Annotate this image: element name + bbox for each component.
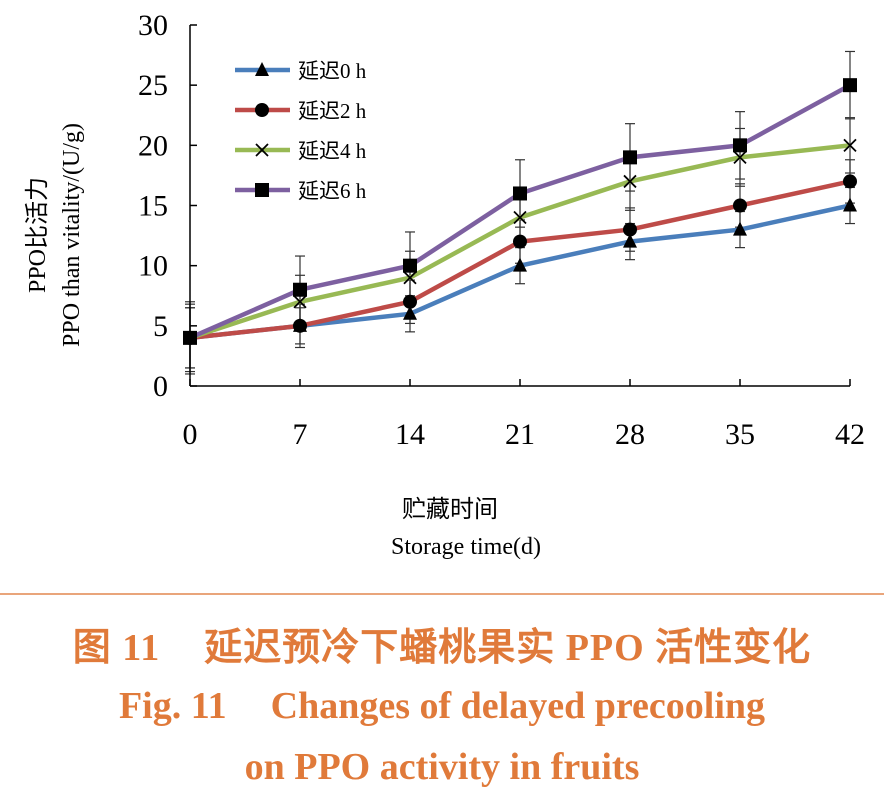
data-point — [623, 233, 637, 248]
data-point — [403, 294, 417, 309]
data-point — [623, 222, 637, 237]
x-tick-label: 28 — [615, 418, 645, 451]
marker-stroke — [293, 295, 307, 309]
marker-stroke — [623, 174, 637, 189]
data-point — [513, 210, 527, 225]
caption-cn-text: 延迟预冷下蟠桃果实 PPO 活性变化 — [204, 627, 812, 669]
legend-label: 延迟0 h — [298, 59, 367, 83]
data-point — [733, 138, 747, 153]
x-tick-label: 14 — [395, 418, 425, 451]
marker-stroke — [513, 210, 527, 225]
caption-cn-label: 图 11 — [72, 627, 161, 669]
data-point — [293, 318, 307, 333]
legend: 延迟0 h 延迟2 h 延迟4 h 延迟6 h — [235, 59, 367, 203]
data-point — [843, 78, 857, 93]
caption-en-line2: on PPO activity in fruits — [0, 745, 884, 789]
data-point — [513, 234, 527, 249]
marker-stroke — [733, 150, 747, 165]
line-chart: 0 5 10 15 20 25 30 0 7 14 21 28 35 42 延迟0 h 延迟2 h 延迟4 h… — [24, 9, 865, 560]
data-point — [623, 150, 637, 165]
y-tick-label: 25 — [138, 69, 168, 102]
y-tick-label: 30 — [138, 9, 168, 42]
y-tick-label: 20 — [138, 129, 168, 162]
caption-en-text-1: Changes of delayed precooling — [270, 685, 766, 727]
data-point — [843, 174, 857, 189]
data-point — [733, 150, 747, 165]
caption-cn: 图 11 延迟预冷下蟠桃果实 PPO 活性变化 — [0, 616, 884, 671]
data-point — [293, 282, 307, 297]
caption-divider — [0, 593, 884, 595]
y-axis-label-en: PPO than vitality/(U/g) — [59, 123, 85, 347]
legend-label: 延迟6 h — [298, 179, 367, 203]
data-point — [513, 186, 527, 201]
x-tick-label: 0 — [183, 418, 198, 451]
series-markers — [183, 78, 857, 345]
marker-stroke — [843, 138, 857, 152]
data-point — [403, 305, 417, 320]
data-point — [623, 174, 637, 189]
y-tick-label: 10 — [138, 250, 168, 283]
data-point — [403, 271, 417, 285]
data-point — [293, 295, 307, 309]
caption-en-text-2: on PPO activity in fruits — [244, 746, 640, 788]
data-point — [843, 197, 857, 212]
x-tick-label: 21 — [505, 418, 535, 451]
legend-swatch-marker — [255, 143, 269, 157]
data-point — [513, 257, 527, 272]
legend-swatch-marker — [255, 103, 269, 117]
data-point — [733, 198, 747, 213]
legend-label: 延迟2 h — [298, 99, 367, 123]
x-axis-label-en: Storage time(d) — [391, 534, 541, 560]
data-point — [733, 221, 747, 236]
legend-label: 延迟4 h — [298, 139, 367, 163]
axes: 0 5 10 15 20 25 30 0 7 14 21 28 35 42 — [138, 9, 865, 451]
x-tick-label: 42 — [835, 418, 865, 451]
data-point — [403, 258, 417, 273]
legend-swatch-marker — [255, 183, 269, 197]
legend-swatch-marker — [255, 62, 269, 76]
y-axis-label-cn: PPO比活力 — [24, 177, 51, 293]
x-tick-label: 35 — [725, 418, 755, 451]
data-point — [843, 138, 857, 152]
caption-en-line1: Fig. 11 Changes of delayed precooling — [0, 684, 884, 728]
caption-en-label: Fig. 11 — [118, 685, 227, 727]
y-tick-label: 15 — [138, 190, 168, 223]
y-tick-label: 0 — [153, 370, 168, 403]
marker-stroke — [255, 143, 269, 157]
marker-stroke — [403, 271, 417, 285]
y-tick-label: 5 — [153, 310, 168, 343]
x-tick-label: 7 — [293, 418, 308, 451]
x-axis-label-cn: 贮藏时间 — [402, 496, 498, 523]
